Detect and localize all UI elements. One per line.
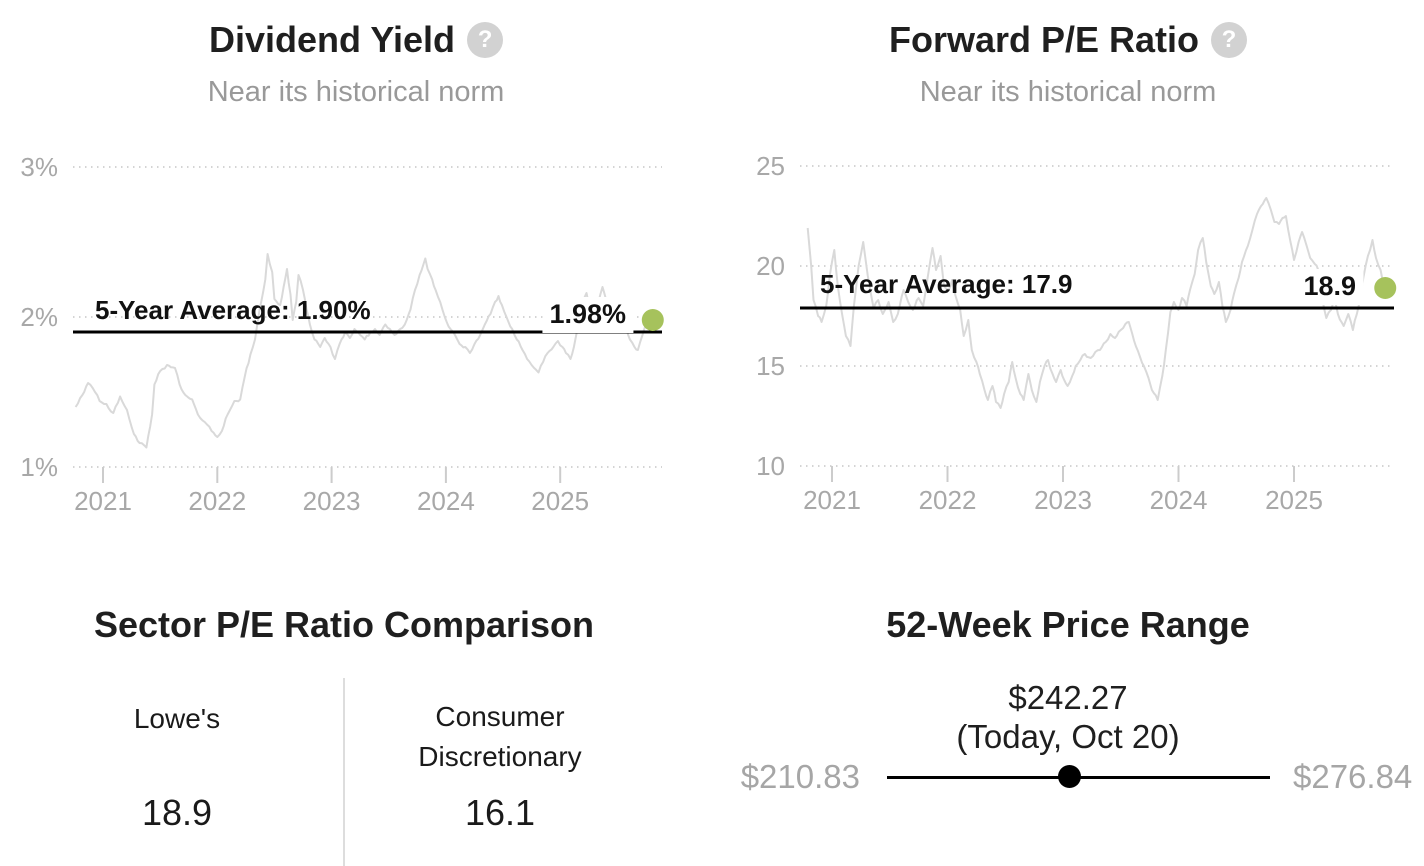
x-axis-label: 2022 [188, 486, 246, 516]
range-high-label: $276.84 [1293, 758, 1413, 795]
current-value-dot [1374, 277, 1397, 299]
y-axis-label: 10 [756, 451, 785, 481]
forward-pe-title: Forward P/E Ratio [888, 19, 1200, 60]
dividend-yield-subtitle: Near its historical norm [207, 76, 505, 108]
x-axis-label: 2025 [531, 486, 589, 516]
range-low-label: $210.83 [740, 758, 860, 795]
dividend-yield-current-label: 1.98% [542, 297, 633, 333]
y-axis-label: 25 [756, 151, 785, 181]
y-axis-label: 15 [756, 351, 785, 381]
question-mark-icon[interactable]: ? [467, 22, 504, 58]
current-value-dot [641, 309, 664, 331]
y-axis-label: 2% [20, 302, 58, 332]
comparison-column-label: Consumer Discretionary [418, 701, 582, 772]
comparison-column-value: 16.1 [464, 792, 536, 833]
dividend-yield-average-label: 5-Year Average: 1.90% [95, 295, 371, 325]
price-range-marker[interactable] [1057, 765, 1081, 788]
x-axis-label: 2023 [303, 486, 361, 516]
forward-pe-average-label: 5-Year Average: 17.9 [820, 269, 1073, 299]
x-axis-label: 2024 [417, 486, 475, 516]
current-price-date: (Today, Oct 20) [956, 718, 1180, 755]
forward-pe-current-label: 18.9 [1296, 269, 1363, 305]
forward-pe-subtitle: Near its historical norm [919, 76, 1217, 108]
history-line [806, 197, 1387, 409]
sector-comparison-title: Sector P/E Ratio Comparison [93, 604, 595, 645]
x-axis-label: 2021 [74, 486, 132, 516]
history-line [74, 253, 654, 449]
y-axis-label: 1% [20, 452, 58, 482]
x-axis-label: 2024 [1150, 485, 1208, 515]
dividend-yield-chart: 3% 2% 1% 2021 2022 2023 2024 2025 [20, 152, 664, 516]
comparison-column-value: 18.9 [141, 792, 213, 833]
current-price: $242.27 [1008, 679, 1128, 716]
comparison-column-label: Lowe's [133, 703, 221, 734]
x-axis-label: 2025 [1265, 485, 1323, 515]
y-axis-label: 3% [20, 152, 58, 182]
x-axis-label: 2021 [803, 485, 861, 515]
dividend-yield-title: Dividend Yield [208, 19, 456, 60]
question-mark-icon[interactable]: ? [1211, 22, 1248, 58]
x-axis-label: 2023 [1034, 485, 1092, 515]
column-divider [343, 678, 345, 866]
forward-pe-chart: 25 20 15 10 2021 2022 2023 2024 2025 [756, 151, 1397, 515]
dividend-yield-header: Dividend Yield ? [0, 18, 712, 62]
y-axis-label: 20 [756, 251, 785, 281]
price-range-title: 52-Week Price Range [886, 604, 1250, 645]
x-axis-label: 2022 [919, 485, 977, 515]
forward-pe-header: Forward P/E Ratio ? [712, 18, 1424, 62]
